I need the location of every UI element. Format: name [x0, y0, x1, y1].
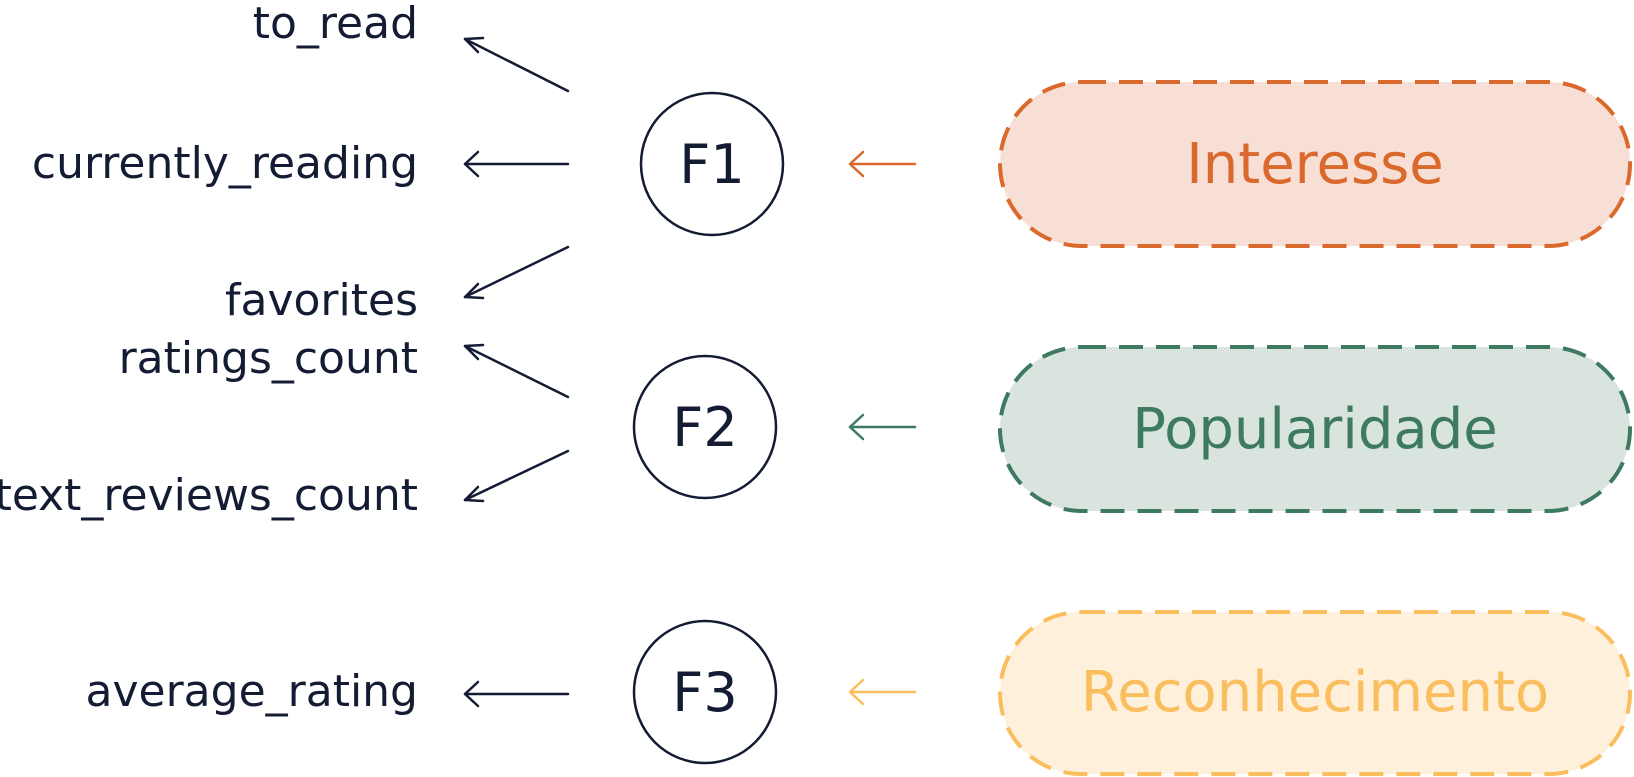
- arrow-f2-ratings-count: [463, 343, 570, 399]
- factor-node-f2: F2: [632, 354, 778, 500]
- factor-node-f3: F3: [632, 619, 778, 765]
- concept-pill-interesse: Interesse: [998, 80, 1632, 248]
- concept-label-interesse: Interesse: [1186, 132, 1443, 197]
- factor-label-f1: F1: [679, 133, 744, 196]
- concept-label-popularidade: Popularidade: [1132, 397, 1497, 462]
- arrow-f1-to-read: [463, 36, 570, 93]
- concept-pill-reconhecimento: Reconhecimento: [998, 610, 1632, 776]
- variable-to-read: to_read: [253, 0, 418, 49]
- variable-average-rating: average_rating: [86, 666, 418, 717]
- concept-label-reconhecimento: Reconhecimento: [1081, 660, 1549, 725]
- factor-label-f3: F3: [672, 661, 737, 724]
- loading-arrows: [463, 36, 570, 708]
- arrow-f2-text-reviews-count: [463, 449, 570, 503]
- variable-currently-reading: currently_reading: [32, 138, 418, 189]
- arrow-f3-average-rating: [463, 680, 570, 708]
- arrow-f1-currently-reading: [463, 150, 570, 178]
- concept-arrow-popularidade: [848, 413, 917, 441]
- concept-arrow-reconhecimento: [848, 678, 917, 706]
- variable-favorites: favorites: [225, 275, 418, 326]
- variable-text-reviews-count: text_reviews_count: [0, 470, 418, 521]
- variable-ratings-count: ratings_count: [119, 333, 418, 384]
- concept-pill-popularidade: Popularidade: [998, 345, 1632, 513]
- concept-arrow-interesse: [848, 150, 917, 178]
- factor-node-f1: F1: [639, 91, 785, 237]
- arrow-f1-favorites: [463, 245, 570, 300]
- factor-label-f2: F2: [672, 396, 737, 459]
